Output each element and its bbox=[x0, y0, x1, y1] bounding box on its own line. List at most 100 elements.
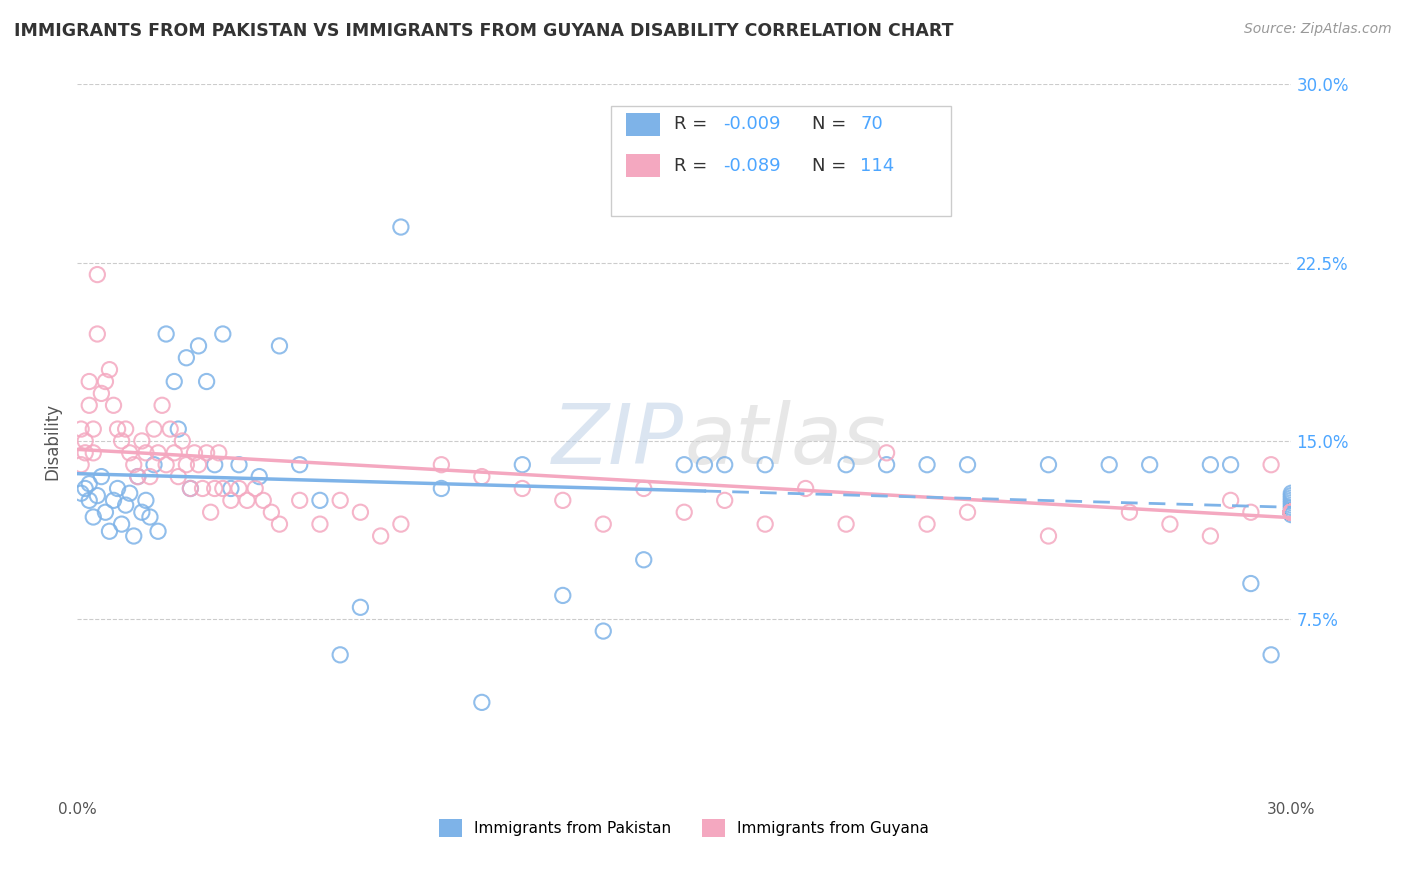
Point bbox=[288, 493, 311, 508]
Point bbox=[309, 517, 332, 532]
Text: N =: N = bbox=[811, 115, 852, 134]
Point bbox=[146, 524, 169, 539]
Point bbox=[122, 458, 145, 472]
Point bbox=[146, 446, 169, 460]
Point bbox=[471, 695, 494, 709]
Point bbox=[1279, 508, 1302, 522]
Point bbox=[260, 505, 283, 519]
Point bbox=[1279, 505, 1302, 519]
Point bbox=[243, 482, 266, 496]
Text: IMMIGRANTS FROM PAKISTAN VS IMMIGRANTS FROM GUYANA DISABILITY CORRELATION CHART: IMMIGRANTS FROM PAKISTAN VS IMMIGRANTS F… bbox=[14, 22, 953, 40]
Point bbox=[135, 493, 157, 508]
Point bbox=[75, 482, 97, 496]
Point bbox=[876, 458, 898, 472]
Point bbox=[176, 351, 198, 365]
Point bbox=[75, 446, 97, 460]
Point bbox=[1118, 505, 1140, 519]
Point bbox=[191, 482, 214, 496]
Point bbox=[754, 517, 776, 532]
Point bbox=[77, 493, 100, 508]
Point bbox=[172, 434, 194, 448]
Point bbox=[1279, 505, 1302, 519]
Point bbox=[211, 326, 233, 341]
Point bbox=[1279, 505, 1302, 519]
Point bbox=[329, 648, 352, 662]
Point bbox=[1279, 505, 1302, 519]
Point bbox=[219, 482, 242, 496]
Point bbox=[70, 422, 93, 436]
Point bbox=[183, 446, 205, 460]
Point bbox=[86, 268, 108, 282]
Point bbox=[228, 482, 250, 496]
Point bbox=[835, 458, 858, 472]
Point bbox=[1279, 505, 1302, 519]
Point bbox=[693, 458, 716, 472]
Point bbox=[211, 482, 233, 496]
Point bbox=[236, 493, 259, 508]
Point bbox=[127, 469, 149, 483]
Point bbox=[1279, 505, 1302, 519]
Text: R =: R = bbox=[675, 115, 713, 134]
Point bbox=[309, 493, 332, 508]
Point bbox=[1279, 493, 1302, 508]
Point bbox=[200, 505, 222, 519]
Point bbox=[94, 505, 117, 519]
FancyBboxPatch shape bbox=[626, 113, 659, 136]
Point bbox=[551, 589, 574, 603]
Point bbox=[1279, 505, 1302, 519]
Point bbox=[139, 510, 162, 524]
Point bbox=[1219, 493, 1241, 508]
Point bbox=[118, 446, 141, 460]
Point bbox=[163, 446, 186, 460]
Point bbox=[1279, 500, 1302, 515]
Point bbox=[1279, 505, 1302, 519]
Point bbox=[103, 493, 125, 508]
Point bbox=[98, 362, 121, 376]
Point bbox=[389, 517, 412, 532]
Point bbox=[1279, 505, 1302, 519]
Point bbox=[1279, 505, 1302, 519]
Point bbox=[510, 482, 533, 496]
Point bbox=[713, 493, 735, 508]
Text: Source: ZipAtlas.com: Source: ZipAtlas.com bbox=[1244, 22, 1392, 37]
Point bbox=[1199, 458, 1222, 472]
Point bbox=[592, 624, 614, 638]
Point bbox=[167, 469, 190, 483]
Point bbox=[77, 375, 100, 389]
Point bbox=[430, 458, 453, 472]
Point bbox=[956, 458, 979, 472]
Point bbox=[370, 529, 392, 543]
Point bbox=[155, 326, 177, 341]
Point bbox=[754, 458, 776, 472]
Point bbox=[673, 505, 696, 519]
Point bbox=[159, 422, 181, 436]
Point bbox=[1279, 505, 1302, 519]
Text: 70: 70 bbox=[860, 115, 883, 134]
Point bbox=[1279, 505, 1302, 519]
Point bbox=[713, 458, 735, 472]
Point bbox=[633, 482, 655, 496]
Point bbox=[143, 422, 166, 436]
Point bbox=[1279, 505, 1302, 519]
Point bbox=[1279, 505, 1302, 519]
Point bbox=[1279, 505, 1302, 519]
Point bbox=[1279, 505, 1302, 519]
Point bbox=[1279, 505, 1302, 519]
Point bbox=[77, 398, 100, 412]
Point bbox=[107, 482, 129, 496]
Point bbox=[228, 458, 250, 472]
Point bbox=[471, 469, 494, 483]
Point bbox=[915, 517, 938, 532]
Point bbox=[1279, 505, 1302, 519]
Point bbox=[510, 458, 533, 472]
Point bbox=[131, 505, 153, 519]
Point bbox=[75, 434, 97, 448]
Point bbox=[98, 524, 121, 539]
Point bbox=[187, 458, 209, 472]
Point bbox=[1279, 491, 1302, 505]
Point bbox=[110, 517, 132, 532]
Point bbox=[1279, 505, 1302, 519]
Point bbox=[1279, 505, 1302, 519]
Point bbox=[77, 476, 100, 491]
Point bbox=[349, 505, 371, 519]
